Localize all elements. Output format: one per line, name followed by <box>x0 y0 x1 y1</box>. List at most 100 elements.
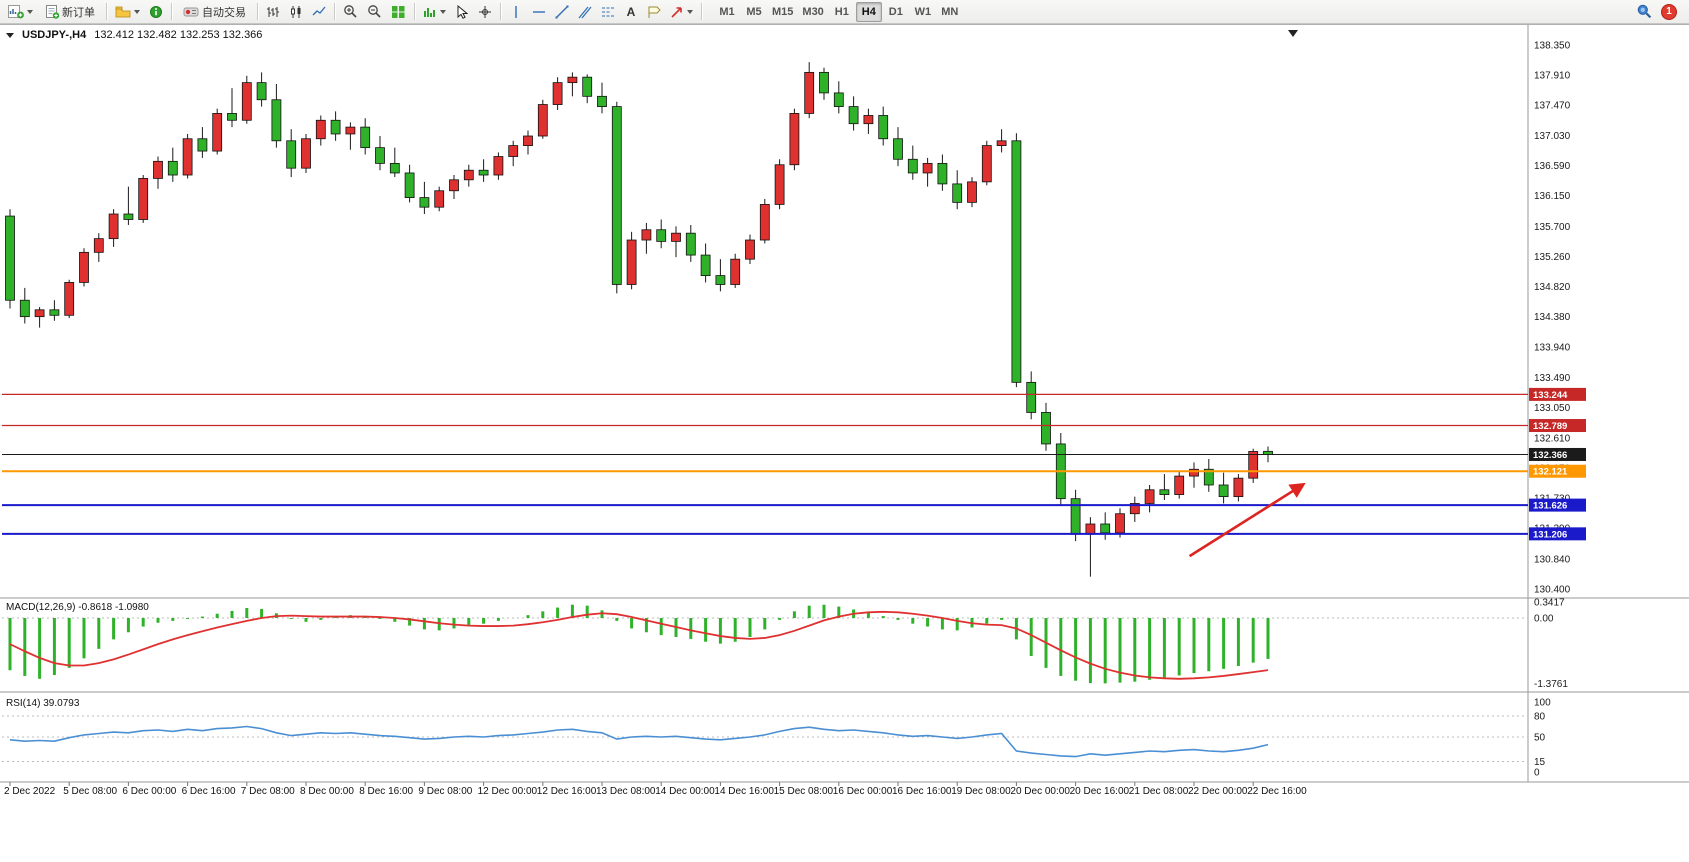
indicators-icon <box>424 7 435 17</box>
auto-trading-icon <box>183 7 199 16</box>
svg-text:15: 15 <box>1534 757 1546 768</box>
text-label-tool-button[interactable] <box>643 2 665 22</box>
market-watch-button[interactable] <box>145 2 167 22</box>
chart-shift-marker[interactable] <box>1288 30 1298 37</box>
bar-chart-type-icon <box>267 6 279 17</box>
toolbar-separator <box>500 3 501 20</box>
timeframe-m5-button[interactable]: M5 <box>746 5 762 18</box>
timeframe-w1-button[interactable]: W1 <box>914 5 932 18</box>
panel-separators <box>0 25 1689 783</box>
macd-panel: 0.3417 0.00 -1.3761 MACD(12,26,9) -0.8618 -… <box>2 597 1568 690</box>
trendline-tool-button[interactable] <box>551 2 573 22</box>
svg-text:133.490: 133.490 <box>1534 373 1571 384</box>
channel-icon <box>578 6 592 18</box>
auto-trading-label: 自动交易 <box>202 6 246 19</box>
profiles-folder-icon <box>115 6 131 17</box>
svg-text:0.00: 0.00 <box>1534 614 1554 625</box>
timeframe-m30-button[interactable]: M30 <box>802 5 824 18</box>
chevron-down-icon <box>687 9 693 14</box>
toolbar-separator <box>334 3 335 20</box>
fibonacci-tool-button[interactable] <box>597 2 619 22</box>
arrow-shape-icon <box>671 6 682 18</box>
timeframe-h1-button[interactable]: H1 <box>834 5 849 18</box>
svg-text:9 Dec 08:00: 9 Dec 08:00 <box>418 786 472 797</box>
svg-text:14 Dec 16:00: 14 Dec 16:00 <box>714 786 774 797</box>
bar-chart-type-button[interactable] <box>262 2 284 22</box>
svg-text:6 Dec 16:00: 6 Dec 16:00 <box>182 786 236 797</box>
svg-text:15 Dec 08:00: 15 Dec 08:00 <box>774 786 834 797</box>
rsi-panel: 100 80 50 150 RSI(14) 39.0793 <box>2 698 1551 779</box>
channel-tool-button[interactable] <box>574 2 596 22</box>
level-lines <box>2 393 1528 535</box>
svg-text:130.400: 130.400 <box>1534 585 1571 596</box>
timeframe-mn-button[interactable]: MN <box>941 5 959 18</box>
timeframe-m1-button[interactable]: M1 <box>719 5 735 18</box>
toolbar: 新订单 自动交易 <box>0 0 1689 24</box>
time-axis[interactable]: 2 Dec 2022 5 Dec 08:00 6 Dec 00:00 6 Dec 16… <box>4 782 1307 797</box>
arrow-annotation[interactable] <box>1188 482 1306 558</box>
svg-text:134.380: 134.380 <box>1534 312 1571 323</box>
chart-window: 138.350 137.910 137.470 137.030 136.590 136.1… <box>0 24 1689 861</box>
svg-text:136.150: 136.150 <box>1534 191 1571 202</box>
zoom-in-button[interactable] <box>339 2 362 22</box>
line-chart-type-button[interactable] <box>308 2 330 22</box>
cursor-button[interactable] <box>451 2 473 22</box>
svg-text:134.820: 134.820 <box>1534 282 1571 293</box>
vertical-line-tool-button[interactable] <box>505 2 527 22</box>
svg-text:16 Dec 16:00: 16 Dec 16:00 <box>892 786 952 797</box>
svg-text:8 Dec 16:00: 8 Dec 16:00 <box>359 786 413 797</box>
profiles-button[interactable] <box>111 2 144 22</box>
svg-text:12 Dec 00:00: 12 Dec 00:00 <box>478 786 538 797</box>
line-chart-type-icon <box>312 6 326 15</box>
candlestick-type-button[interactable] <box>285 2 307 22</box>
svg-text:138.350: 138.350 <box>1534 41 1571 52</box>
svg-text:132.789: 132.789 <box>1533 421 1567 432</box>
svg-text:131.626: 131.626 <box>1533 501 1567 512</box>
chevron-down-icon <box>27 9 33 14</box>
price-scale[interactable]: 138.350 137.910 137.470 137.030 136.590 136.1… <box>1534 41 1571 596</box>
new-chart-button[interactable] <box>4 2 37 22</box>
svg-text:8 Dec 00:00: 8 Dec 00:00 <box>300 786 354 797</box>
timeframe-h4-button[interactable]: H4 <box>855 1 882 22</box>
svg-text:80: 80 <box>1534 712 1546 723</box>
candles-layer <box>5 62 1273 577</box>
crosshair-button[interactable] <box>474 2 496 22</box>
text-tool-button[interactable]: A <box>620 2 642 22</box>
arrows-tool-button[interactable] <box>666 2 697 22</box>
chart-canvas[interactable]: 138.350 137.910 137.470 137.030 136.590 136.1… <box>0 25 1689 862</box>
auto-trading-button[interactable]: 自动交易 <box>176 2 253 22</box>
horizontal-line-icon <box>533 10 545 13</box>
new-order-button[interactable]: 新订单 <box>38 2 102 22</box>
search-icon[interactable] <box>1636 3 1653 20</box>
svg-text:136.590: 136.590 <box>1534 161 1571 172</box>
indicators-button[interactable] <box>419 2 450 22</box>
chevron-down-icon <box>134 9 140 14</box>
svg-text:133.940: 133.940 <box>1534 342 1571 353</box>
timeframe-d1-button[interactable]: D1 <box>888 5 903 18</box>
vertical-line-icon <box>515 5 517 18</box>
zoom-out-button[interactable] <box>363 2 386 22</box>
notification-badge[interactable]: 1 <box>1661 3 1677 20</box>
svg-text:133.244: 133.244 <box>1533 390 1568 401</box>
svg-text:132.610: 132.610 <box>1534 433 1571 444</box>
new-chart-icon <box>8 5 24 19</box>
svg-text:50: 50 <box>1534 733 1546 744</box>
svg-text:100: 100 <box>1534 698 1551 709</box>
svg-text:RSI(14) 39.0793: RSI(14) 39.0793 <box>6 698 80 709</box>
horizontal-line-tool-button[interactable] <box>528 2 550 22</box>
svg-text:22 Dec 16:00: 22 Dec 16:00 <box>1247 786 1307 797</box>
candlestick-type-icon <box>291 5 301 18</box>
symbol-period-label: USDJPY-,H4 <box>22 29 87 41</box>
chevron-down-icon <box>440 9 446 14</box>
toolbar-separator <box>414 3 415 20</box>
chart-collapse-icon[interactable] <box>6 32 14 38</box>
trendline-icon <box>555 5 569 18</box>
svg-text:130.840: 130.840 <box>1534 554 1571 565</box>
svg-text:137.470: 137.470 <box>1534 101 1571 112</box>
text-label-icon <box>648 6 661 18</box>
timeframe-m15-button[interactable]: M15 <box>772 5 794 18</box>
svg-text:13 Dec 08:00: 13 Dec 08:00 <box>596 786 656 797</box>
ohlc-values: 132.412 132.482 132.253 132.366 <box>94 29 263 41</box>
tile-windows-button[interactable] <box>387 2 410 22</box>
text-tool-label: A <box>626 4 636 19</box>
